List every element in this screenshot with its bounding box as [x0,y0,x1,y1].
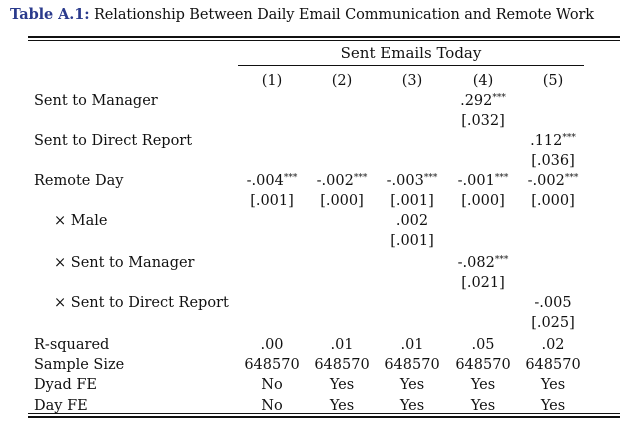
coefficient-cell: -.004*** [232,172,312,190]
column-span-header: Sent Emails Today [340,44,482,62]
stat-label: Sample Size [34,357,125,373]
stat-value: Yes [470,398,496,414]
coefficient-value: -.001 [457,173,495,189]
stat-value: No [261,377,283,393]
significance-stars: *** [283,173,298,183]
stat-value: Yes [329,377,355,393]
coefficient-cell: -.001*** [443,172,523,190]
stat-label: Day FE [34,398,88,414]
row-label: Sent to Direct Report [34,133,193,149]
coefficient-value: .002 [395,213,429,229]
top-rule [28,36,620,38]
stat-value: Yes [399,398,425,414]
standard-error-cell: [.001] [390,193,434,209]
coefficient-cell: -.002*** [513,172,593,190]
stat-value: .05 [471,337,495,353]
stat-label: Dyad FE [34,377,97,393]
stat-value: Yes [540,398,566,414]
standard-error-cell: [.001] [390,233,434,249]
standard-error-cell: [.000] [320,193,364,209]
stat-label: R-squared [34,337,110,353]
table-title: Relationship Between Daily Email Communi… [93,7,594,23]
stat-value: .00 [260,337,284,353]
coefficient-value: -.082 [457,255,495,271]
significance-stars: *** [423,173,438,183]
coefficient-cell: -.082*** [443,254,523,272]
standard-error-cell: [.000] [461,193,505,209]
stat-value: No [261,398,283,414]
stat-value: 648570 [314,357,370,373]
coefficient-cell: .002 [372,212,452,230]
span-underline [238,65,584,66]
coefficient-value: .292 [460,93,493,109]
column-header: (2) [331,73,353,89]
coefficient-cell: -.005 [513,294,593,312]
coefficient-value: -.002 [527,173,565,189]
top-rule-inner [28,40,620,41]
standard-error-cell: [.032] [461,113,505,129]
stat-value: 648570 [455,357,511,373]
table-caption: Table A.1: Relationship Between Daily Em… [10,6,635,23]
coefficient-value: -.002 [316,173,354,189]
bottom-rule [28,416,620,418]
coefficient-cell: .292*** [443,92,523,110]
row-label: × Male [54,213,108,229]
stat-value: 648570 [525,357,581,373]
table-label: Table A.1: [10,6,90,23]
significance-stars: *** [564,173,579,183]
stat-value: 648570 [384,357,440,373]
stat-value: .01 [330,337,354,353]
stat-value: Yes [399,377,425,393]
stat-value: Yes [470,377,496,393]
row-label: Remote Day [34,173,124,189]
significance-stars: *** [494,255,509,265]
significance-stars: *** [562,133,576,143]
stat-value: Yes [540,377,566,393]
row-label: Sent to Manager [34,93,158,109]
coefficient-cell: .112*** [513,132,593,150]
standard-error-cell: [.001] [250,193,294,209]
stat-value: .01 [400,337,424,353]
coefficient-cell: -.003*** [372,172,452,190]
coefficient-value: -.004 [246,173,284,189]
row-label: × Sent to Manager [54,255,195,271]
significance-stars: *** [353,173,368,183]
row-label: × Sent to Direct Report [54,295,229,311]
stat-value: 648570 [244,357,300,373]
coefficient-cell: -.002*** [302,172,382,190]
stat-value: .02 [541,337,565,353]
coefficient-value: .112 [530,133,563,149]
coefficient-value: -.005 [534,295,572,311]
coefficient-value: -.003 [386,173,424,189]
bottom-rule-inner [28,413,620,414]
significance-stars: *** [494,173,509,183]
significance-stars: *** [492,93,506,103]
stat-value: Yes [329,398,355,414]
column-header: (3) [401,73,423,89]
column-header: (4) [472,73,494,89]
standard-error-cell: [.025] [531,315,575,331]
standard-error-cell: [.000] [531,193,575,209]
standard-error-cell: [.036] [531,153,575,169]
column-header: (5) [542,73,564,89]
column-header: (1) [261,73,283,89]
standard-error-cell: [.021] [461,275,505,291]
